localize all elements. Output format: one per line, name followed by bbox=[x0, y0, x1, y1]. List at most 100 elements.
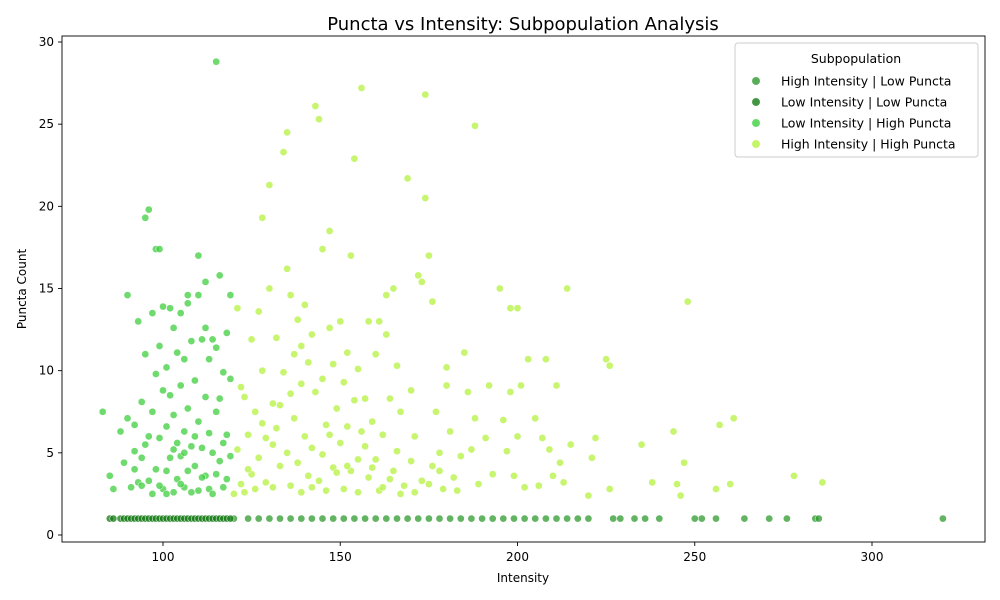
data-point bbox=[417, 278, 426, 286]
data-point bbox=[183, 404, 192, 413]
data-point bbox=[308, 514, 316, 523]
data-point bbox=[311, 102, 320, 110]
data-point bbox=[286, 389, 295, 398]
data-point bbox=[510, 514, 518, 523]
data-point bbox=[446, 427, 454, 436]
data-point bbox=[783, 514, 791, 523]
data-point bbox=[712, 514, 720, 523]
legend-box bbox=[734, 42, 979, 158]
y-tick-label: 20 bbox=[39, 199, 54, 213]
data-point bbox=[205, 355, 213, 364]
data-point bbox=[109, 514, 118, 523]
data-point bbox=[141, 350, 150, 359]
data-point bbox=[155, 481, 164, 490]
y-tick-label: 30 bbox=[39, 35, 54, 49]
data-point bbox=[130, 465, 139, 474]
data-point bbox=[393, 514, 401, 523]
data-point bbox=[315, 115, 323, 124]
data-point bbox=[339, 485, 348, 493]
data-point bbox=[556, 458, 564, 467]
data-point bbox=[180, 355, 189, 364]
data-point bbox=[357, 84, 366, 92]
data-point bbox=[98, 407, 107, 416]
data-point bbox=[240, 393, 249, 401]
data-point bbox=[194, 486, 203, 495]
data-point bbox=[318, 450, 327, 459]
data-point bbox=[439, 485, 447, 493]
data-point bbox=[265, 284, 274, 293]
data-point bbox=[279, 368, 288, 377]
data-point bbox=[630, 514, 639, 523]
data-point bbox=[201, 393, 210, 401]
data-point bbox=[697, 514, 706, 523]
legend-label: Low Intensity | High Puncta bbox=[781, 116, 951, 131]
data-point bbox=[648, 478, 657, 487]
data-point bbox=[198, 444, 206, 452]
data-point bbox=[212, 470, 221, 479]
data-point bbox=[183, 291, 192, 299]
x-tick-label: 300 bbox=[861, 550, 884, 564]
data-point bbox=[219, 368, 228, 377]
data-point bbox=[339, 378, 348, 387]
data-point bbox=[588, 453, 596, 462]
data-point bbox=[435, 467, 444, 475]
data-point bbox=[258, 366, 267, 375]
data-point bbox=[297, 488, 306, 497]
data-point bbox=[513, 432, 522, 441]
data-point bbox=[169, 324, 178, 332]
data-point bbox=[339, 514, 348, 523]
data-point bbox=[616, 514, 625, 523]
data-point bbox=[520, 483, 529, 492]
data-point bbox=[198, 335, 206, 344]
data-point bbox=[641, 514, 649, 523]
chart-title: Puncta vs Intensity: Subpopulation Analy… bbox=[327, 14, 719, 35]
data-point bbox=[538, 434, 547, 442]
data-point bbox=[318, 375, 327, 383]
data-point bbox=[467, 514, 476, 523]
data-point bbox=[740, 514, 749, 523]
data-point bbox=[318, 245, 327, 253]
data-point bbox=[276, 401, 284, 410]
data-point bbox=[524, 355, 532, 364]
data-point bbox=[308, 483, 316, 492]
data-point bbox=[488, 514, 497, 523]
data-point bbox=[637, 440, 646, 449]
data-point bbox=[726, 480, 735, 488]
data-point bbox=[425, 251, 433, 260]
y-axis-ticks: 0 5 10 15 20 25 30 bbox=[39, 35, 62, 542]
data-point bbox=[343, 348, 352, 357]
data-point bbox=[230, 490, 238, 498]
legend-marker bbox=[751, 139, 761, 149]
data-point bbox=[393, 447, 401, 456]
data-point bbox=[605, 485, 614, 493]
data-point bbox=[237, 480, 245, 488]
data-point bbox=[481, 434, 490, 442]
data-point bbox=[329, 360, 338, 368]
data-point bbox=[187, 337, 196, 345]
data-point bbox=[201, 324, 210, 332]
data-point bbox=[332, 404, 341, 413]
data-point bbox=[442, 363, 451, 372]
data-point bbox=[219, 439, 228, 447]
data-point bbox=[765, 514, 774, 523]
data-point bbox=[350, 154, 359, 163]
data-point bbox=[315, 476, 323, 485]
x-tick-label: 250 bbox=[683, 550, 706, 564]
data-point bbox=[176, 381, 185, 390]
data-point bbox=[269, 440, 277, 449]
data-point bbox=[428, 297, 437, 306]
data-point bbox=[386, 394, 394, 403]
data-point bbox=[435, 448, 444, 457]
data-point bbox=[602, 355, 610, 364]
data-point bbox=[191, 432, 199, 441]
data-point bbox=[729, 414, 738, 423]
data-point bbox=[549, 471, 557, 480]
data-point bbox=[240, 488, 249, 497]
data-point bbox=[304, 471, 313, 480]
data-point bbox=[144, 432, 153, 441]
data-point bbox=[364, 473, 373, 482]
data-point bbox=[265, 181, 274, 189]
data-point bbox=[226, 452, 235, 460]
data-point bbox=[485, 381, 493, 390]
data-point bbox=[318, 514, 327, 523]
